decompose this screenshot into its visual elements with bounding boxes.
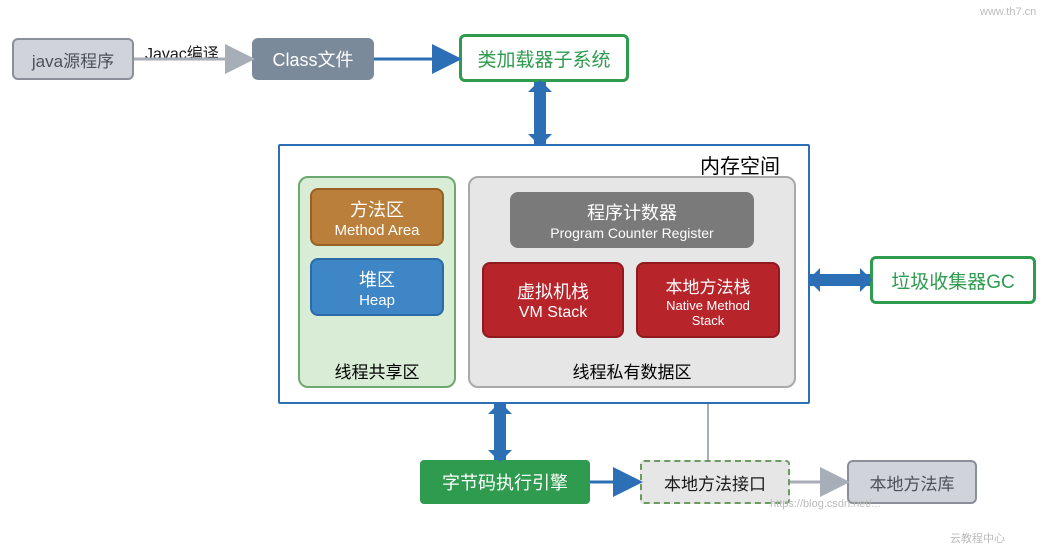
pc-l1: 程序计数器 (587, 199, 677, 225)
method-area-l2: Method Area (334, 222, 419, 239)
java-source-label: java源程序 (32, 47, 114, 72)
memory-space-title: 内存空间 (700, 150, 780, 179)
class-file-box: Class文件 (252, 38, 374, 80)
heap-box: 堆区Heap (310, 258, 444, 316)
lib-label: 本地方法库 (870, 470, 955, 495)
class-loader-label: 类加载器子系统 (477, 45, 610, 72)
native-interface-box: 本地方法接口 (640, 460, 790, 504)
iface-label: 本地方法接口 (664, 470, 766, 495)
javac-label: Javac编译 (145, 40, 219, 64)
ns-l1: 本地方法栈 (666, 273, 751, 298)
watermark-url: https://blog.csdn.net/... (770, 498, 881, 510)
watermark-top: www.th7.cn (980, 6, 1036, 18)
method-area-box: 方法区Method Area (310, 188, 444, 246)
pc-l2: Program Counter Register (550, 225, 713, 241)
heap-l2: Heap (359, 292, 395, 309)
heap-l1: 堆区 (359, 266, 395, 292)
gc-box: 垃圾收集器GC (870, 256, 1036, 304)
native-method-stack-box: 本地方法栈Native MethodStack (636, 262, 780, 338)
watermark-center: 云教程中心 (950, 530, 1005, 546)
javac-compile-label: Javac编译 (145, 46, 219, 63)
thread-shared-label: 线程共享区 (298, 358, 456, 383)
thread-shared-label-text: 线程共享区 (335, 363, 420, 382)
gc-label: 垃圾收集器GC (891, 267, 1015, 294)
method-area-l1: 方法区 (350, 196, 404, 222)
java-source-box: java源程序 (12, 38, 134, 80)
vm-l2: VM Stack (519, 304, 587, 322)
thread-private-label-text: 线程私有数据区 (573, 363, 692, 382)
ns-l2: Native Method (666, 298, 750, 313)
pc-register-box: 程序计数器Program Counter Register (510, 192, 754, 248)
thread-private-label: 线程私有数据区 (468, 358, 796, 383)
ns-l3: Stack (692, 313, 725, 328)
vm-stack-box: 虚拟机栈VM Stack (482, 262, 624, 338)
class-file-label: Class文件 (272, 46, 353, 72)
exec-label: 字节码执行引擎 (442, 469, 568, 495)
memory-space-title-text: 内存空间 (700, 156, 780, 178)
class-loader-box: 类加载器子系统 (459, 34, 629, 82)
vm-l1: 虚拟机栈 (517, 278, 589, 304)
execution-engine-box: 字节码执行引擎 (420, 460, 590, 504)
